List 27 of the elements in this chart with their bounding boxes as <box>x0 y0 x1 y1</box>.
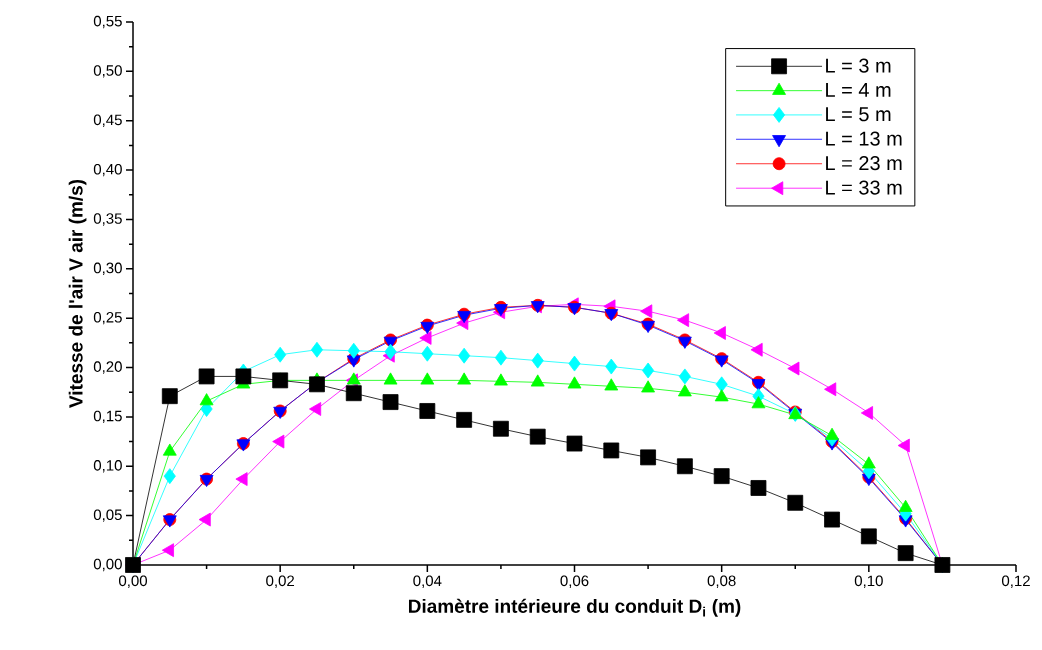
y-tick-label: 0,05 <box>93 509 122 522</box>
y-tick-label: 0,20 <box>93 361 122 374</box>
y-tick-label: 0,40 <box>93 163 122 177</box>
x-tick-label: 0,12 <box>1001 575 1030 588</box>
y-tick-label: 0,30 <box>93 262 122 275</box>
y-tick-label: 0,10 <box>93 460 122 473</box>
y-tick-label: 0,50 <box>93 65 122 78</box>
y-tick-label: 0,55 <box>93 15 122 29</box>
y-tick-label: 0,15 <box>93 410 122 424</box>
legend-label: L = 4 m <box>826 83 891 97</box>
x-tick-label: 0,08 <box>707 575 736 588</box>
x-tick-label: 0,06 <box>560 575 589 588</box>
y-tick-label: 0,25 <box>93 311 122 325</box>
legend-label: L = 3 m <box>826 58 891 73</box>
y-tick-label: 0,00 <box>93 558 122 572</box>
legend-label: L = 13 m <box>826 131 902 146</box>
x-tick-label: 0,02 <box>266 575 295 588</box>
x-tick-label: 0,04 <box>413 575 442 588</box>
legend-label: L = 5 m <box>826 107 891 122</box>
y-axis-title: Vitesse de l'air V air (m/s) <box>68 179 87 408</box>
x-tick-label: 0,00 <box>118 575 148 588</box>
y-tick-label: 0,45 <box>93 114 122 127</box>
legend-label: L = 33 m <box>826 180 902 195</box>
x-tick-label: 0,10 <box>854 575 883 588</box>
legend-label: L = 23 m <box>826 156 902 171</box>
y-tick-label: 0,35 <box>93 213 122 226</box>
x-axis-title: Diamètre intérieure du conduit D$_{i}$ (m) <box>408 598 741 617</box>
